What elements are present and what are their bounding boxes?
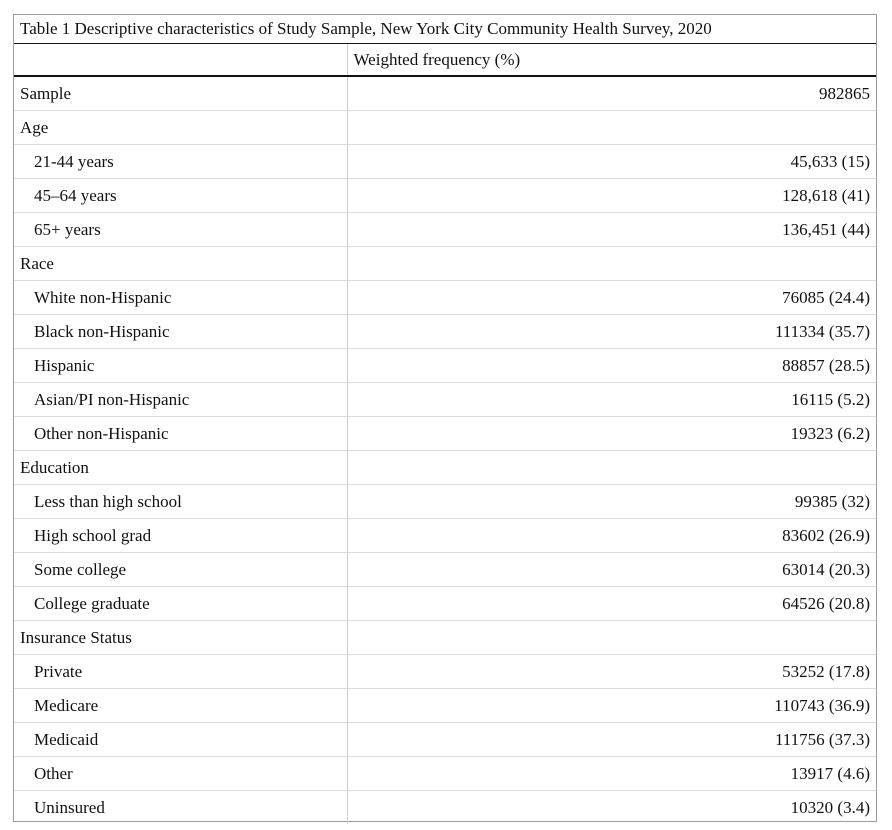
row-value: 13917 (4.6)	[347, 756, 876, 791]
row-value	[347, 620, 876, 655]
row-value: 136,451 (44)	[347, 212, 876, 247]
row-value: 88857 (28.5)	[347, 348, 876, 383]
row-label: Other non-Hispanic	[14, 416, 348, 451]
row-value: 10320 (3.4)	[790, 797, 870, 817]
row-value: 982865	[347, 76, 876, 111]
descriptive-table: Table 1 Descriptive characteristics of S…	[13, 14, 877, 824]
row-label: Age	[14, 110, 348, 145]
row-label: Asian/PI non-Hispanic	[14, 382, 348, 417]
row-label: Medicare	[14, 688, 348, 723]
data-table: Weighted frequency (%) Sample 982865 Age …	[14, 44, 876, 824]
row-label: Hispanic	[14, 348, 348, 383]
row-label: 21-44 years	[14, 144, 348, 179]
table-row: Uninsured 10320 (3.4)	[14, 790, 876, 824]
row-value: 110743 (36.9)	[347, 688, 876, 723]
table-row: Other 13917 (4.6)	[14, 756, 876, 791]
row-label: Less than high school	[14, 484, 348, 519]
table-row: Medicare 110743 (36.9)	[14, 688, 876, 723]
header-characteristic	[14, 44, 348, 77]
table-row: Private 53252 (17.8)	[14, 654, 876, 689]
row-label: High school grad	[14, 518, 348, 553]
row-value: 16115 (5.2)	[347, 382, 876, 417]
table-row: Medicaid 111756 (37.3)	[14, 722, 876, 757]
table-row: Black non-Hispanic 111334 (35.7)	[14, 314, 876, 349]
table-row: 21-44 years 45,633 (15)	[14, 144, 876, 179]
row-value: 99385 (32)	[347, 484, 876, 519]
header-weighted-frequency: Weighted frequency (%)	[347, 44, 876, 77]
row-value	[347, 110, 876, 145]
row-value: 128,618 (41)	[347, 178, 876, 213]
table-row: High school grad 83602 (26.9)	[14, 518, 876, 553]
table-row: 45–64 years 128,618 (41)	[14, 178, 876, 213]
row-label: College graduate	[14, 586, 348, 621]
table-row: White non-Hispanic 76085 (24.4)	[14, 280, 876, 315]
header-row: Weighted frequency (%)	[14, 44, 876, 77]
table-row: Some college 63014 (20.3)	[14, 552, 876, 587]
row-label: Sample	[14, 76, 348, 111]
table-row: Education	[14, 450, 876, 485]
table-caption: Table 1 Descriptive characteristics of S…	[14, 15, 876, 44]
row-value: 64526 (20.8)	[347, 586, 876, 621]
table-row: Other non-Hispanic 19323 (6.2)	[14, 416, 876, 451]
table-row: Hispanic 88857 (28.5)	[14, 348, 876, 383]
table-row: Less than high school 99385 (32)	[14, 484, 876, 519]
table-row: 65+ years 136,451 (44)	[14, 212, 876, 247]
row-value: 111334 (35.7)	[347, 314, 876, 349]
row-value: 76085 (24.4)	[347, 280, 876, 315]
table-row: Age	[14, 110, 876, 145]
row-label: Education	[14, 450, 348, 485]
row-value: 53252 (17.8)	[347, 654, 876, 689]
row-label: Black non-Hispanic	[14, 314, 348, 349]
table-row: Race	[14, 246, 876, 281]
row-label: Insurance Status	[14, 620, 348, 655]
row-value: 45,633 (15)	[347, 144, 876, 179]
row-value	[347, 246, 876, 281]
row-value: 63014 (20.3)	[347, 552, 876, 587]
row-label: Private	[14, 654, 348, 689]
row-label: Medicaid	[14, 722, 348, 757]
row-value: 83602 (26.9)	[347, 518, 876, 553]
table-row: College graduate 64526 (20.8)	[14, 586, 876, 621]
row-value	[347, 450, 876, 485]
row-label: White non-Hispanic	[14, 280, 348, 315]
row-label: Some college	[14, 552, 348, 587]
row-value: 19323 (6.2)	[347, 416, 876, 451]
table-row: Insurance Status	[14, 620, 876, 655]
row-label: Other	[14, 756, 348, 791]
row-value: 111756 (37.3)	[347, 722, 876, 757]
row-label: Race	[14, 246, 348, 281]
table-row: Sample 982865	[14, 76, 876, 111]
row-label: 65+ years	[14, 212, 348, 247]
table-row: Asian/PI non-Hispanic 16115 (5.2)	[14, 382, 876, 417]
row-label: Uninsured	[14, 790, 348, 824]
row-label: 45–64 years	[14, 178, 348, 213]
